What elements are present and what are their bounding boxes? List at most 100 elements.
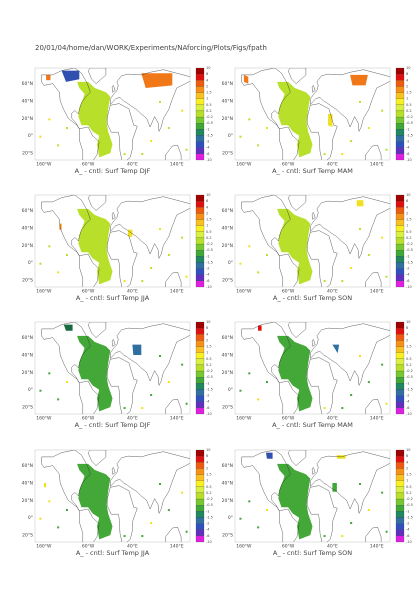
panel-title: A_ - cntl: Surf Temp SON <box>273 294 352 302</box>
map-panel: 160°W 60°W 40°E 140°E 60°N 40°N 20°N 0° 20°S A_ -… <box>222 320 413 429</box>
coastline <box>310 69 390 133</box>
coastline <box>311 84 316 93</box>
colorbar-label: -0.2 <box>406 369 413 373</box>
anomaly-cell <box>66 381 68 384</box>
coastline <box>106 357 138 414</box>
anomaly-cell <box>39 262 42 265</box>
colorbar-box <box>395 274 405 281</box>
colorbar-label: 1 <box>406 351 408 355</box>
anomaly-cell <box>150 267 153 270</box>
anomaly-cell <box>167 381 170 384</box>
lon-label: 160°W <box>36 544 52 550</box>
lon-label: 60°W <box>82 289 95 295</box>
lat-label: 20°S <box>222 278 233 284</box>
coastline <box>79 380 100 414</box>
anomaly-cell <box>48 118 51 121</box>
anomaly-cell <box>57 271 60 274</box>
colorbar-label: -10 <box>406 412 412 416</box>
coastline <box>41 195 91 256</box>
anomaly-region <box>350 74 368 86</box>
colorbar-label: 2 <box>406 211 408 215</box>
colorbar-label: 1.5 <box>406 218 412 222</box>
colorbar-box <box>195 135 205 142</box>
coastline <box>241 195 291 256</box>
colorbar-label: -1 <box>206 127 210 131</box>
colorbar-box <box>395 498 405 506</box>
colorbar-box <box>195 328 205 335</box>
anomaly-cell <box>167 254 170 257</box>
colorbar-label: -10 <box>406 540 412 544</box>
map-frame <box>34 321 191 415</box>
panel-title: A_ - cntl: Surf Temp DJF <box>75 421 151 429</box>
colorbar-label: 6 <box>406 326 408 330</box>
lat-label: 0° <box>28 260 33 266</box>
anomaly-region <box>277 81 313 158</box>
anomaly-cell <box>367 381 370 384</box>
colorbar-label: 6 <box>406 72 408 76</box>
colorbar-box <box>195 116 205 124</box>
lat-label: 20°S <box>22 278 33 284</box>
colorbar-label: 0.2 <box>206 109 212 113</box>
anomaly-cell <box>239 389 242 392</box>
anomaly-cell <box>167 127 170 130</box>
coastline <box>365 271 382 287</box>
colorbar-box <box>195 517 205 524</box>
anomaly-region <box>277 208 313 285</box>
colorbar-box <box>395 104 405 112</box>
anomaly-cell <box>381 109 384 112</box>
colorbar-label: -2 <box>406 394 410 398</box>
colorbar-label: 10 <box>406 448 410 452</box>
anomaly-cell <box>341 407 344 410</box>
anomaly-cell <box>159 227 161 230</box>
anomaly-cell <box>248 118 251 121</box>
colorbar-label: -6 <box>206 279 210 283</box>
anomaly-cell <box>381 363 384 366</box>
colorbar-box <box>195 340 205 347</box>
colorbar-label: -1.5 <box>206 133 213 137</box>
colorbar-box <box>195 274 205 281</box>
colorbar-label: -6 <box>406 406 410 410</box>
anomaly-region <box>332 344 340 354</box>
coastline <box>165 271 182 287</box>
colorbar-box <box>195 535 205 543</box>
colorbar-label: 2 <box>406 84 408 88</box>
colorbar-label: 1 <box>406 479 408 483</box>
coastline <box>287 68 307 84</box>
colorbar-label: 0.5 <box>206 357 212 361</box>
panel-title: A_ - cntl: Surf Temp JJA <box>76 294 150 302</box>
colorbar-box <box>395 74 405 81</box>
coastline <box>311 211 316 220</box>
colorbar-box <box>195 123 205 130</box>
colorbar-label: -6 <box>406 534 410 538</box>
colorbar-box <box>395 280 405 288</box>
colorbar-label: 10 <box>406 193 410 197</box>
anomaly-cell <box>367 254 370 257</box>
lat-label: 60°N <box>22 463 33 469</box>
colorbar-box <box>395 383 405 390</box>
colorbar-label: -10 <box>406 158 412 162</box>
anomaly-cell <box>66 509 68 512</box>
colorbar-box <box>195 352 205 359</box>
lat-label: 40°N <box>222 352 233 358</box>
colorbar-label: -4 <box>406 400 410 404</box>
colorbar-box <box>195 407 205 415</box>
lon-label: 60°W <box>82 162 95 168</box>
anomaly-region <box>258 325 262 331</box>
map <box>39 68 190 160</box>
lat-label: 0° <box>28 515 33 521</box>
colorbar-box <box>195 225 205 232</box>
anomaly-cell <box>159 100 161 103</box>
colorbar-box <box>395 201 405 208</box>
colorbar-label: -10 <box>406 285 412 289</box>
colorbar-box <box>395 517 405 524</box>
colorbar-label: -2 <box>406 522 410 526</box>
anomaly-cell <box>185 402 188 405</box>
colorbar-box <box>195 262 205 269</box>
colorbar-label: 4 <box>206 78 209 82</box>
colorbar-label: 0.2 <box>406 109 412 113</box>
coastline <box>307 357 338 414</box>
colorbar-label: -1.5 <box>406 133 413 137</box>
colorbar-box <box>395 98 405 105</box>
colorbar-label: -1 <box>206 509 210 513</box>
coastline <box>41 322 91 383</box>
